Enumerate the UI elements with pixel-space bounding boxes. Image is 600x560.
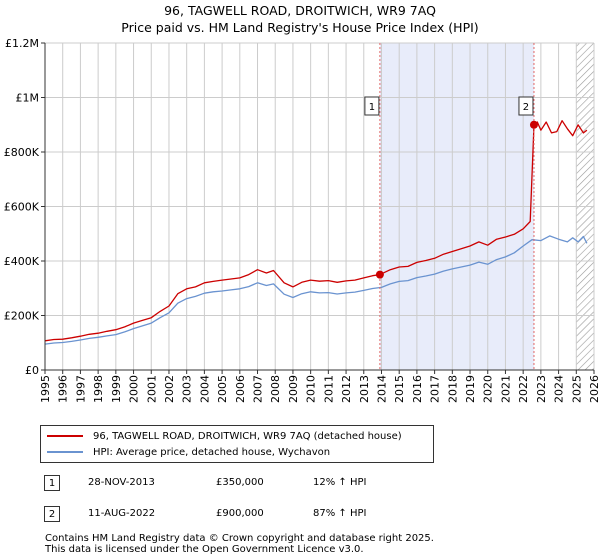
legend-item-hpi: HPI: Average price, detached house, Wych… <box>47 444 330 460</box>
x-tick-label: 2022 <box>517 375 530 403</box>
transaction-date: 28-NOV-2013 <box>88 477 155 488</box>
footer-line-2: This data is licensed under the Open Gov… <box>45 544 364 555</box>
x-tick-label: 1996 <box>57 375 70 403</box>
transaction-number-badge: 1 <box>44 475 60 491</box>
x-tick-label: 2018 <box>446 375 459 403</box>
x-tick-label: 2009 <box>287 375 300 403</box>
transaction-number-badge: 2 <box>44 506 60 522</box>
x-tick-label: 2002 <box>163 375 176 403</box>
transaction-label-border <box>518 96 534 116</box>
transaction-hpi-change: 87% ↑ HPI <box>313 508 367 519</box>
legend-label-price: 96, TAGWELL ROAD, DROITWICH, WR9 7AQ (de… <box>93 430 402 442</box>
x-tick-label: 2006 <box>234 375 247 403</box>
x-tick-label: 2003 <box>181 375 194 403</box>
x-tick-label: 2019 <box>464 375 477 403</box>
transaction-price: £350,000 <box>216 477 264 488</box>
x-tick-label: 2007 <box>252 375 265 403</box>
x-tick-label: 2015 <box>393 375 406 403</box>
x-tick-label: 1998 <box>92 375 105 403</box>
x-tick-label: 1997 <box>74 375 87 403</box>
x-tick-label: 2000 <box>128 375 141 403</box>
x-tick-label: 2023 <box>535 375 548 403</box>
y-tick-label: £200K <box>4 310 40 323</box>
y-tick-label: £1.2M <box>5 37 39 50</box>
x-tick-label: 2001 <box>145 375 158 403</box>
x-tick-label: 2008 <box>269 375 282 403</box>
x-tick-label: 2014 <box>375 375 388 403</box>
transaction-label-box: 2 <box>518 96 534 116</box>
x-tick-label: 2010 <box>305 375 318 403</box>
y-tick-label: £800K <box>4 146 40 159</box>
x-tick-label: 2012 <box>340 375 353 403</box>
x-tick-label: 2025 <box>570 375 583 403</box>
x-tick-label: 1999 <box>110 375 123 403</box>
legend: 96, TAGWELL ROAD, DROITWICH, WR9 7AQ (de… <box>40 425 434 463</box>
y-tick-label: £400K <box>4 255 40 268</box>
transaction-date: 11-AUG-2022 <box>88 508 156 519</box>
footer-line-1: Contains HM Land Registry data © Crown c… <box>45 533 434 544</box>
price-chart: 1 2 £0 £200K £400K £600K £800K £1M £1.2M 1995 199… <box>4 37 600 403</box>
transaction-price: £900,000 <box>216 508 264 519</box>
transaction-point <box>375 270 384 279</box>
footer: Contains HM Land Registry data © Crown c… <box>45 533 434 555</box>
x-tick-label: 2026 <box>588 375 600 403</box>
x-tick-label: 2004 <box>198 375 211 403</box>
x-tick-label: 2005 <box>216 375 229 403</box>
chart-title: 96, TAGWELL ROAD, DROITWICH, WR9 7AQ Pri… <box>0 2 600 36</box>
y-tick-label: £0 <box>25 364 39 377</box>
x-tick-label: 2017 <box>429 375 442 403</box>
transaction-label-border <box>364 96 380 116</box>
x-tick-label: 2016 <box>411 375 424 403</box>
transaction-point <box>529 120 538 129</box>
transaction-label-text: 2 <box>523 102 529 113</box>
x-tick-label: 1995 <box>39 375 52 403</box>
title-line-1: 96, TAGWELL ROAD, DROITWICH, WR9 7AQ <box>164 3 436 18</box>
price-paid-line <box>44 120 588 342</box>
legend-label-hpi: HPI: Average price, detached house, Wych… <box>93 446 331 458</box>
legend-swatch-hpi <box>47 451 83 453</box>
y-tick-label: £600K <box>4 201 40 214</box>
legend-item-price: 96, TAGWELL ROAD, DROITWICH, WR9 7AQ (de… <box>47 428 402 444</box>
transaction-label-box: 1 <box>364 96 380 116</box>
hpi-line <box>44 235 588 345</box>
legend-swatch-price <box>47 435 83 437</box>
x-tick-label: 2013 <box>358 375 371 403</box>
x-tick-label: 2020 <box>482 375 495 403</box>
x-tick-label: 2021 <box>499 375 512 403</box>
x-tick-label: 2024 <box>553 375 566 403</box>
title-line-2: Price paid vs. HM Land Registry's House … <box>121 20 479 35</box>
y-tick-label: £1M <box>16 92 40 105</box>
transaction-label-text: 1 <box>369 102 375 113</box>
transaction-hpi-change: 12% ↑ HPI <box>313 477 367 488</box>
x-tick-label: 2011 <box>322 375 335 403</box>
